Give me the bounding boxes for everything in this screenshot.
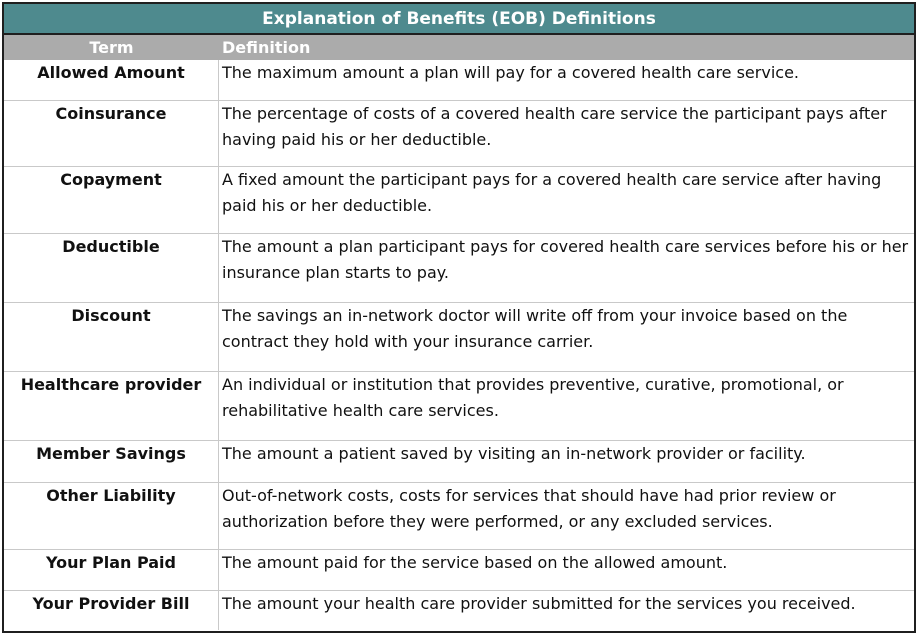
table-row: Discount The savings an in-network docto…: [4, 302, 914, 371]
table-row: Copayment A fixed amount the participant…: [4, 166, 914, 233]
definition-cell: An individual or institution that provid…: [222, 375, 844, 420]
term-cell: Other Liability: [4, 483, 219, 549]
definition-cell: The amount a plan participant pays for c…: [222, 237, 909, 282]
table-row: Your Plan Paid The amount paid for the s…: [4, 549, 914, 590]
term-cell: Allowed Amount: [4, 60, 219, 100]
term-cell: Your Provider Bill: [4, 591, 219, 630]
definition-cell: The maximum amount a plan will pay for a…: [222, 63, 799, 82]
table-title: Explanation of Benefits (EOB) Definition…: [4, 4, 914, 35]
table-body: Allowed Amount The maximum amount a plan…: [4, 60, 914, 630]
term-cell: Your Plan Paid: [4, 550, 219, 590]
definition-cell: The savings an in-network doctor will wr…: [222, 306, 848, 351]
term-cell: Coinsurance: [4, 101, 219, 166]
table-row: Member Savings The amount a patient save…: [4, 440, 914, 482]
table-row: Healthcare provider An individual or ins…: [4, 371, 914, 440]
table-row: Allowed Amount The maximum amount a plan…: [4, 60, 914, 100]
table-row: Other Liability Out-of-network costs, co…: [4, 482, 914, 549]
term-cell: Copayment: [4, 167, 219, 233]
term-cell: Member Savings: [4, 441, 219, 482]
term-cell: Deductible: [4, 234, 219, 302]
table-row: Coinsurance The percentage of costs of a…: [4, 100, 914, 166]
term-cell: Healthcare provider: [4, 372, 219, 440]
term-column-header: Term: [89, 38, 134, 57]
definition-cell: A fixed amount the participant pays for …: [222, 170, 882, 215]
definition-cell: The amount paid for the service based on…: [222, 553, 728, 572]
definition-cell: Out-of-network costs, costs for services…: [222, 486, 836, 531]
definition-cell: The amount a patient saved by visiting a…: [222, 444, 806, 463]
term-cell: Discount: [4, 303, 219, 371]
definition-cell: The percentage of costs of a covered hea…: [222, 104, 887, 149]
definition-cell: The amount your health care provider sub…: [222, 594, 856, 613]
eob-definitions-table: Explanation of Benefits (EOB) Definition…: [2, 2, 916, 633]
table-row: Your Provider Bill The amount your healt…: [4, 590, 914, 630]
table-row: Deductible The amount a plan participant…: [4, 233, 914, 302]
table-header-row: Term Definition: [4, 35, 914, 60]
definition-column-header: Definition: [222, 38, 311, 57]
